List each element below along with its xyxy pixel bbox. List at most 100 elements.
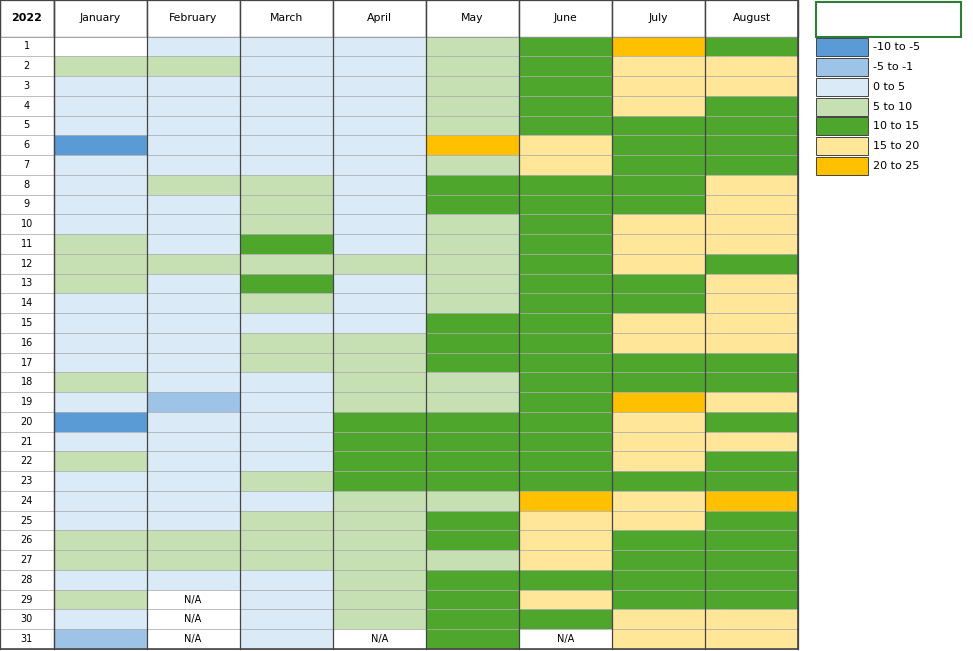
Bar (426, 570, 519, 590)
Bar (147, 570, 239, 590)
Bar (0, 294, 54, 313)
Bar (426, 294, 519, 313)
Bar (239, 590, 333, 609)
Bar (147, 451, 239, 471)
Bar (54, 590, 147, 609)
Bar (426, 630, 519, 649)
Bar (333, 412, 426, 432)
Bar (519, 56, 612, 76)
Bar (816, 98, 868, 116)
Bar (816, 2, 961, 36)
Text: June: June (554, 13, 577, 23)
Bar (147, 510, 239, 531)
Bar (54, 175, 147, 195)
Text: -10 to -5: -10 to -5 (873, 42, 920, 52)
Text: N/A: N/A (185, 615, 201, 624)
Text: 4: 4 (23, 101, 30, 111)
Bar (147, 294, 239, 313)
Bar (0, 392, 54, 412)
Bar (54, 451, 147, 471)
Bar (333, 630, 426, 649)
Bar (519, 214, 612, 234)
Bar (426, 510, 519, 531)
Text: 1: 1 (23, 42, 30, 51)
Bar (704, 254, 798, 273)
Bar (612, 115, 704, 135)
Bar (239, 609, 333, 630)
Text: 5 to 10: 5 to 10 (873, 102, 912, 111)
Bar (426, 491, 519, 510)
Bar (816, 38, 868, 57)
Bar (426, 254, 519, 273)
Bar (816, 157, 868, 175)
Bar (0, 590, 54, 609)
Bar (704, 510, 798, 531)
Bar (147, 392, 239, 412)
Bar (0, 372, 54, 392)
Text: 30: 30 (20, 615, 33, 624)
Bar (704, 135, 798, 155)
Bar (239, 451, 333, 471)
Text: 23: 23 (20, 476, 33, 486)
Bar (612, 451, 704, 471)
Bar (612, 609, 704, 630)
Bar (612, 96, 704, 115)
Bar (54, 135, 147, 155)
Bar (519, 471, 612, 491)
Bar (239, 96, 333, 115)
Text: February: February (169, 13, 217, 23)
Bar (519, 353, 612, 372)
Bar (147, 550, 239, 570)
Bar (333, 254, 426, 273)
Bar (426, 56, 519, 76)
Bar (426, 550, 519, 570)
Bar (54, 0, 147, 36)
Bar (147, 175, 239, 195)
Bar (333, 175, 426, 195)
Bar (0, 135, 54, 155)
Bar (612, 214, 704, 234)
Text: 16: 16 (20, 338, 33, 348)
Bar (333, 273, 426, 294)
Bar (612, 590, 704, 609)
Bar (54, 570, 147, 590)
Text: N/A: N/A (185, 634, 201, 644)
Text: 27: 27 (20, 555, 33, 565)
Bar (239, 214, 333, 234)
Bar (426, 214, 519, 234)
Text: 13: 13 (20, 279, 33, 288)
Bar (147, 155, 239, 175)
Bar (147, 531, 239, 550)
Bar (239, 491, 333, 510)
Bar (612, 273, 704, 294)
Text: N/A: N/A (185, 594, 201, 605)
Bar (147, 412, 239, 432)
Text: -5 to -1: -5 to -1 (873, 62, 913, 72)
Bar (147, 313, 239, 333)
Bar (333, 155, 426, 175)
Bar (426, 0, 519, 36)
Bar (426, 412, 519, 432)
Bar (704, 570, 798, 590)
Bar (519, 254, 612, 273)
Bar (519, 630, 612, 649)
Text: 17: 17 (20, 357, 33, 368)
Bar (612, 313, 704, 333)
Bar (54, 36, 147, 56)
Bar (704, 353, 798, 372)
Bar (147, 36, 239, 56)
Bar (333, 96, 426, 115)
Bar (519, 510, 612, 531)
Text: 10 to 15: 10 to 15 (873, 121, 919, 132)
Bar (239, 155, 333, 175)
Bar (333, 353, 426, 372)
Bar (704, 550, 798, 570)
Bar (147, 609, 239, 630)
Bar (333, 609, 426, 630)
Bar (54, 273, 147, 294)
Bar (426, 115, 519, 135)
Bar (0, 254, 54, 273)
Bar (519, 451, 612, 471)
Bar (0, 432, 54, 451)
Bar (0, 195, 54, 214)
